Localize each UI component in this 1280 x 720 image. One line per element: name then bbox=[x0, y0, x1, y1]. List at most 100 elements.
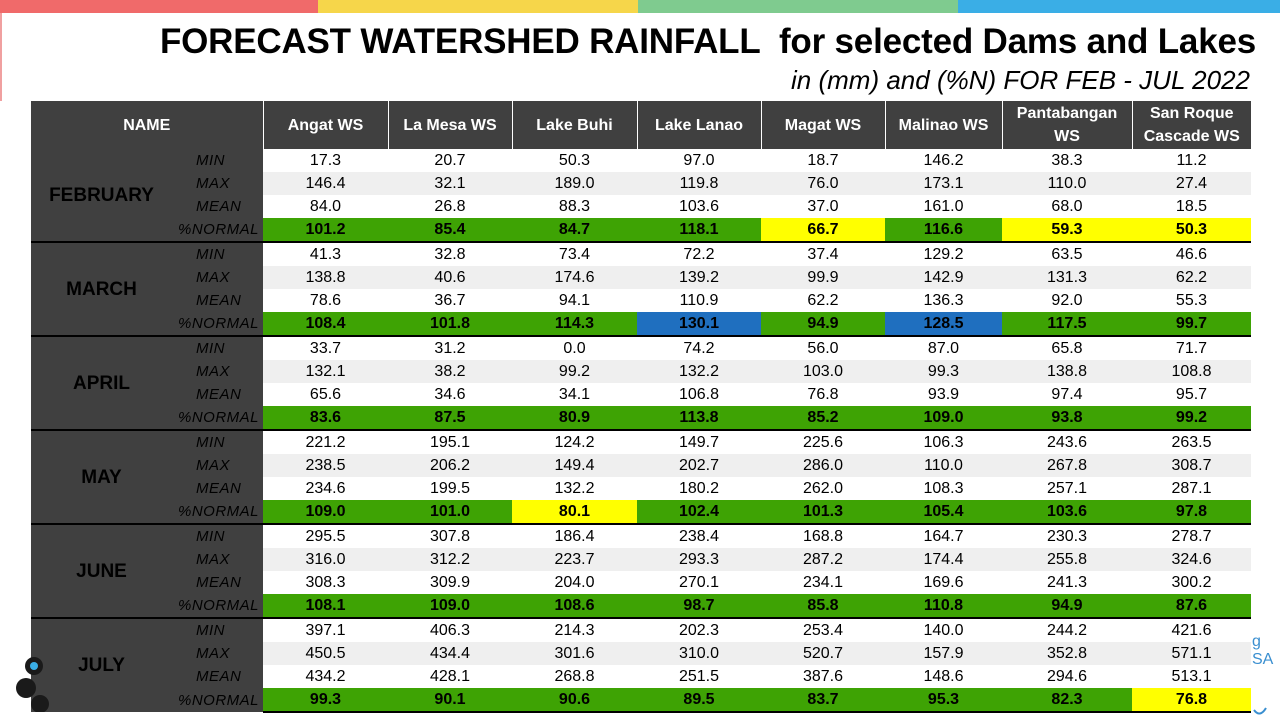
rainfall-value-cell: 32.8 bbox=[388, 241, 512, 266]
table-row: MARCH MIN 41.3 32.8 73.4 72.2 37.4 129.2 63.5 46.… bbox=[31, 241, 1251, 336]
percent-normal-cell: 109.0 bbox=[885, 406, 1002, 431]
stripe-blue bbox=[958, 0, 1280, 13]
rainfall-value-cell: 136.3 bbox=[885, 289, 1002, 312]
rainfall-value-cell: 129.2 bbox=[885, 241, 1002, 266]
month-label: APRIL bbox=[31, 335, 172, 430]
percent-normal-cell: 105.4 bbox=[885, 500, 1002, 525]
rainfall-value-cell: 195.1 bbox=[388, 429, 512, 454]
table-row: MAX 238.5 206.2 149.4 202.7 286.0 110.0 267.8 30… bbox=[31, 454, 1251, 477]
percent-normal-cell: 101.3 bbox=[761, 500, 885, 525]
stat-label: MAX bbox=[172, 360, 263, 383]
stat-label: %NORMAL bbox=[172, 500, 263, 524]
rainfall-value-cell: 132.2 bbox=[512, 477, 637, 500]
percent-normal-cell: 99.7 bbox=[1132, 312, 1251, 337]
rainfall-value-cell: 99.2 bbox=[512, 360, 637, 383]
rainfall-value-cell: 103.6 bbox=[637, 195, 761, 218]
rainfall-value-cell: 55.3 bbox=[1132, 289, 1251, 312]
rainfall-value-cell: 142.9 bbox=[885, 266, 1002, 289]
rainfall-value-cell: 71.7 bbox=[1132, 335, 1251, 360]
rainfall-value-cell: 270.1 bbox=[637, 571, 761, 594]
rainfall-value-cell: 186.4 bbox=[512, 523, 637, 548]
percent-normal-cell: 93.8 bbox=[1002, 406, 1132, 431]
rainfall-value-cell: 41.3 bbox=[263, 241, 388, 266]
table-row: MAX 146.4 32.1 189.0 119.8 76.0 173.1 110.0 27.4 bbox=[31, 172, 1251, 195]
column-header: San Roque Cascade WS bbox=[1131, 101, 1251, 149]
rainfall-value-cell: 168.8 bbox=[761, 523, 885, 548]
rainfall-value-cell: 387.6 bbox=[761, 665, 885, 688]
rainfall-value-cell: 103.0 bbox=[761, 360, 885, 383]
rainfall-value-cell: 99.9 bbox=[761, 266, 885, 289]
rainfall-value-cell: 108.8 bbox=[1132, 360, 1251, 383]
rainfall-value-cell: 243.6 bbox=[1002, 429, 1132, 454]
rainfall-value-cell: 214.3 bbox=[512, 617, 637, 642]
rainfall-value-cell: 223.7 bbox=[512, 548, 637, 571]
percent-normal-cell: 101.0 bbox=[388, 500, 512, 525]
rainfall-value-cell: 308.3 bbox=[263, 571, 388, 594]
rainfall-value-cell: 169.6 bbox=[885, 571, 1002, 594]
rainfall-value-cell: 406.3 bbox=[388, 617, 512, 642]
rainfall-value-cell: 20.7 bbox=[388, 149, 512, 172]
rainfall-value-cell: 450.5 bbox=[263, 642, 388, 665]
rainfall-value-cell: 132.2 bbox=[637, 360, 761, 383]
rainfall-value-cell: 110.0 bbox=[885, 454, 1002, 477]
column-header-line1: Magat WS bbox=[784, 116, 862, 134]
rainfall-value-cell: 146.4 bbox=[263, 172, 388, 195]
month-label: MAY bbox=[31, 429, 172, 524]
percent-normal-cell: 116.6 bbox=[885, 218, 1002, 243]
rainfall-value-cell: 38.3 bbox=[1002, 149, 1132, 172]
table-row: MAX 316.0 312.2 223.7 293.3 287.2 174.4 255.8 32… bbox=[31, 548, 1251, 571]
stat-label: MIN bbox=[172, 617, 263, 642]
rainfall-value-cell: 202.3 bbox=[637, 617, 761, 642]
column-header: La Mesa WS bbox=[387, 101, 512, 149]
percent-normal-cell: 95.3 bbox=[885, 688, 1002, 713]
stat-label: MIN bbox=[172, 335, 263, 360]
rainfall-value-cell: 17.3 bbox=[263, 149, 388, 172]
percent-normal-cell: 83.6 bbox=[263, 406, 388, 431]
rainfall-value-cell: 106.3 bbox=[885, 429, 1002, 454]
percent-normal-cell: 85.2 bbox=[761, 406, 885, 431]
rainfall-value-cell: 146.2 bbox=[885, 149, 1002, 172]
percent-normal-cell: 113.8 bbox=[637, 406, 761, 431]
table-row: %NORMAL 101.2 85.4 84.7 118.1 66.7 116.6 59.3 50… bbox=[31, 218, 1251, 243]
rainfall-value-cell: 204.0 bbox=[512, 571, 637, 594]
rainfall-value-cell: 119.8 bbox=[637, 172, 761, 195]
rainfall-value-cell: 221.2 bbox=[263, 429, 388, 454]
stat-label: MEAN bbox=[172, 195, 263, 218]
column-header-line1: San Roque bbox=[1149, 105, 1234, 122]
rainfall-value-cell: 88.3 bbox=[512, 195, 637, 218]
stat-label: MIN bbox=[172, 241, 263, 266]
table-body: FEBRUARY MIN 17.3 20.7 50.3 97.0 18.7 146.2 38.3… bbox=[31, 149, 1251, 713]
column-header: Malinao WS bbox=[884, 101, 1002, 149]
rainfall-value-cell: 316.0 bbox=[263, 548, 388, 571]
stat-label: MEAN bbox=[172, 665, 263, 688]
stat-label: MEAN bbox=[172, 383, 263, 406]
percent-normal-cell: 90.6 bbox=[512, 688, 637, 713]
rainfall-value-cell: 571.1 bbox=[1132, 642, 1251, 665]
rainfall-value-cell: 421.6 bbox=[1132, 617, 1251, 642]
rainfall-value-cell: 73.4 bbox=[512, 241, 637, 266]
stat-label: MEAN bbox=[172, 289, 263, 312]
percent-normal-cell: 128.5 bbox=[885, 312, 1002, 337]
rainfall-value-cell: 40.6 bbox=[388, 266, 512, 289]
rainfall-value-cell: 18.5 bbox=[1132, 195, 1251, 218]
rainfall-value-cell: 110.9 bbox=[637, 289, 761, 312]
percent-normal-cell: 87.6 bbox=[1132, 594, 1251, 619]
rainfall-value-cell: 76.0 bbox=[761, 172, 885, 195]
rainfall-value-cell: 255.8 bbox=[1002, 548, 1132, 571]
rainfall-value-cell: 307.8 bbox=[388, 523, 512, 548]
rainfall-value-cell: 92.0 bbox=[1002, 289, 1132, 312]
rainfall-value-cell: 268.8 bbox=[512, 665, 637, 688]
rainfall-value-cell: 76.8 bbox=[761, 383, 885, 406]
percent-normal-cell: 103.6 bbox=[1002, 500, 1132, 525]
rainfall-value-cell: 11.2 bbox=[1132, 149, 1251, 172]
percent-normal-cell: 117.5 bbox=[1002, 312, 1132, 337]
percent-normal-cell: 130.1 bbox=[637, 312, 761, 337]
rainfall-value-cell: 62.2 bbox=[1132, 266, 1251, 289]
percent-normal-cell: 108.1 bbox=[263, 594, 388, 619]
rainfall-value-cell: 65.6 bbox=[263, 383, 388, 406]
month-label: JULY bbox=[31, 617, 172, 712]
rainfall-value-cell: 32.1 bbox=[388, 172, 512, 195]
rainfall-value-cell: 106.8 bbox=[637, 383, 761, 406]
table-row: JUNE MIN 295.5 307.8 186.4 238.4 168.8 164.7 230… bbox=[31, 523, 1251, 618]
rainfall-value-cell: 244.2 bbox=[1002, 617, 1132, 642]
